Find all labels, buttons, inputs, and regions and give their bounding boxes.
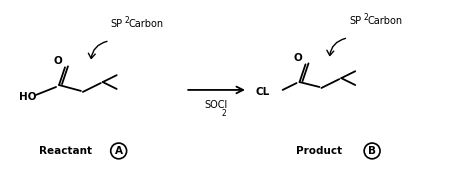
Text: Carbon: Carbon xyxy=(367,16,402,26)
FancyArrowPatch shape xyxy=(327,38,346,56)
Text: Carbon: Carbon xyxy=(129,19,164,29)
Circle shape xyxy=(111,143,127,159)
Text: SP: SP xyxy=(111,19,123,29)
Text: Product: Product xyxy=(296,146,342,156)
Text: SOCl: SOCl xyxy=(204,100,228,110)
Text: HO: HO xyxy=(19,92,37,102)
Text: 2: 2 xyxy=(222,109,226,118)
Text: 2: 2 xyxy=(363,13,368,22)
FancyArrowPatch shape xyxy=(88,41,107,58)
Text: Reactant: Reactant xyxy=(39,146,92,156)
Text: O: O xyxy=(53,56,62,66)
Text: A: A xyxy=(115,146,123,156)
Text: CL: CL xyxy=(255,87,270,97)
Text: SP: SP xyxy=(349,16,361,26)
Text: 2: 2 xyxy=(125,16,130,25)
Circle shape xyxy=(364,143,380,159)
Text: B: B xyxy=(368,146,376,156)
Text: O: O xyxy=(294,53,303,63)
